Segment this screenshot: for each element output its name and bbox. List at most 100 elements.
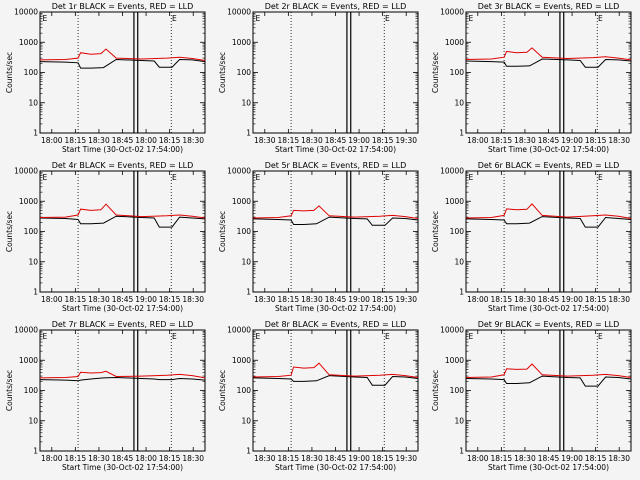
y-tick-label: 100 [237, 227, 252, 236]
panel-title: Det 6r BLACK = Events, RED = LLD [478, 161, 620, 170]
y-tick-label: 10000 [440, 167, 464, 176]
y-axis-label: Counts/sec [218, 211, 227, 252]
x-tick-label: 18:15 [585, 454, 607, 463]
x-tick-label: 18:15 [372, 295, 394, 304]
series-events-line [465, 216, 632, 228]
marker-letter: E [598, 332, 603, 341]
x-tick-label: 18:30 [88, 295, 110, 304]
panel-det-3: Det 3r BLACK = Events, RED = LLD 1 10 100 10… [431, 2, 632, 154]
panel-title: Det 8r BLACK = Events, RED = LLD [265, 320, 407, 329]
marker-letter: E [469, 173, 474, 182]
plot-frame [465, 170, 632, 293]
marker-letter: E [256, 14, 261, 23]
x-tick-label: 19:30 [395, 454, 417, 463]
y-tick-label: 10 [241, 98, 251, 107]
y-tick-label: 10 [28, 416, 38, 425]
x-tick-label: 19:30 [395, 295, 417, 304]
series-lld-line [252, 362, 419, 378]
x-tick-label: 18:30 [254, 454, 276, 463]
x-tick-label: 18:45 [112, 136, 134, 145]
y-tick-label: 1 [246, 129, 251, 138]
series-events-line [465, 58, 632, 68]
x-tick-label: 18:15 [278, 295, 300, 304]
marker-letter: E [469, 14, 474, 23]
marker-letter: E [385, 332, 390, 341]
x-tick-label: 18:30 [254, 295, 276, 304]
y-tick-label: 100 [24, 68, 39, 77]
x-tick-label: 18:45 [538, 454, 560, 463]
x-tick-label: 19:00 [561, 295, 583, 304]
panel-title: Det 5r BLACK = Events, RED = LLD [265, 161, 407, 170]
x-tick-label: 18:15 [159, 136, 181, 145]
y-axis-label: Counts/sec [5, 211, 14, 252]
y-tick-label: 10 [454, 98, 464, 107]
series-lld-line [465, 47, 632, 61]
marker-letter: E [172, 14, 177, 23]
x-tick-label: 18:15 [491, 454, 513, 463]
x-axis-label: Start Time (30-Oct-02 17:54:00) [488, 145, 609, 154]
x-tick-label: 18:45 [538, 136, 560, 145]
x-tick-label: 18:30 [514, 136, 536, 145]
marker-letter: E [256, 173, 261, 182]
y-tick-label: 10 [28, 98, 38, 107]
x-tick-label: 19:00 [561, 454, 583, 463]
panel-det-2: Det 2r BLACK = Events, RED = LLD 1 10 100 10… [218, 2, 419, 154]
marker-letter: E [598, 173, 603, 182]
x-tick-label: 19:00 [348, 295, 370, 304]
x-tick-label: 19:00 [348, 454, 370, 463]
x-axis-label: Start Time (30-Oct-02 17:54:00) [62, 304, 183, 313]
x-tick-label: 18:30 [514, 454, 536, 463]
plot-frame [39, 11, 206, 134]
x-tick-label: 18:00 [467, 295, 489, 304]
y-tick-label: 1 [33, 447, 38, 456]
series-events-line [465, 375, 632, 387]
x-tick-label: 19:00 [135, 295, 157, 304]
y-tick-label: 1000 [232, 356, 251, 365]
x-tick-label: 18:30 [301, 454, 323, 463]
panel-title: Det 1r BLACK = Events, RED = LLD [52, 2, 194, 11]
panel-det-8: Det 8r BLACK = Events, RED = LLD 1 10 100 10… [218, 320, 419, 472]
x-tick-label: 18:15 [65, 295, 87, 304]
x-tick-label: 18:30 [301, 136, 323, 145]
x-tick-label: 18:15 [372, 454, 394, 463]
y-axis-label: Counts/sec [431, 52, 440, 93]
y-tick-label: 1000 [232, 38, 251, 47]
marker-letter: E [385, 14, 390, 23]
x-tick-label: 18:15 [372, 136, 394, 145]
y-tick-label: 1 [33, 129, 38, 138]
x-tick-label: 18:30 [608, 454, 630, 463]
x-tick-label: 18:30 [254, 136, 276, 145]
y-tick-label: 100 [24, 386, 39, 395]
y-tick-label: 10000 [14, 326, 38, 335]
x-axis-label: Start Time (30-Oct-02 17:54:00) [275, 145, 396, 154]
x-tick-label: 18:15 [585, 295, 607, 304]
x-tick-label: 18:30 [182, 136, 204, 145]
x-axis-label: Start Time (30-Oct-02 17:54:00) [62, 145, 183, 154]
marker-letter: E [172, 173, 177, 182]
x-tick-label: 18:15 [491, 136, 513, 145]
x-tick-label: 19:00 [348, 136, 370, 145]
y-tick-label: 10000 [14, 8, 38, 17]
plot-frame [39, 170, 206, 293]
y-tick-label: 1 [246, 288, 251, 297]
series-lld-line [252, 205, 419, 219]
x-tick-label: 18:15 [159, 295, 181, 304]
x-tick-label: 19:30 [395, 136, 417, 145]
y-tick-label: 100 [450, 386, 465, 395]
x-tick-label: 18:15 [491, 295, 513, 304]
series-events-line [39, 58, 206, 69]
x-tick-label: 19:00 [561, 136, 583, 145]
y-axis-label: Counts/sec [5, 52, 14, 93]
panel-title: Det 2r BLACK = Events, RED = LLD [265, 2, 407, 11]
plot-frame [465, 329, 632, 452]
x-tick-label: 18:00 [135, 136, 157, 145]
panel-det-1: Det 1r BLACK = Events, RED = LLD 1 10 100 10… [5, 2, 206, 154]
x-tick-label: 18:15 [278, 136, 300, 145]
marker-letter: E [43, 332, 48, 341]
y-tick-label: 10 [28, 257, 38, 266]
marker-letter: E [172, 332, 177, 341]
y-tick-label: 10000 [440, 8, 464, 17]
marker-letter: E [385, 173, 390, 182]
plot-frame [39, 329, 206, 452]
